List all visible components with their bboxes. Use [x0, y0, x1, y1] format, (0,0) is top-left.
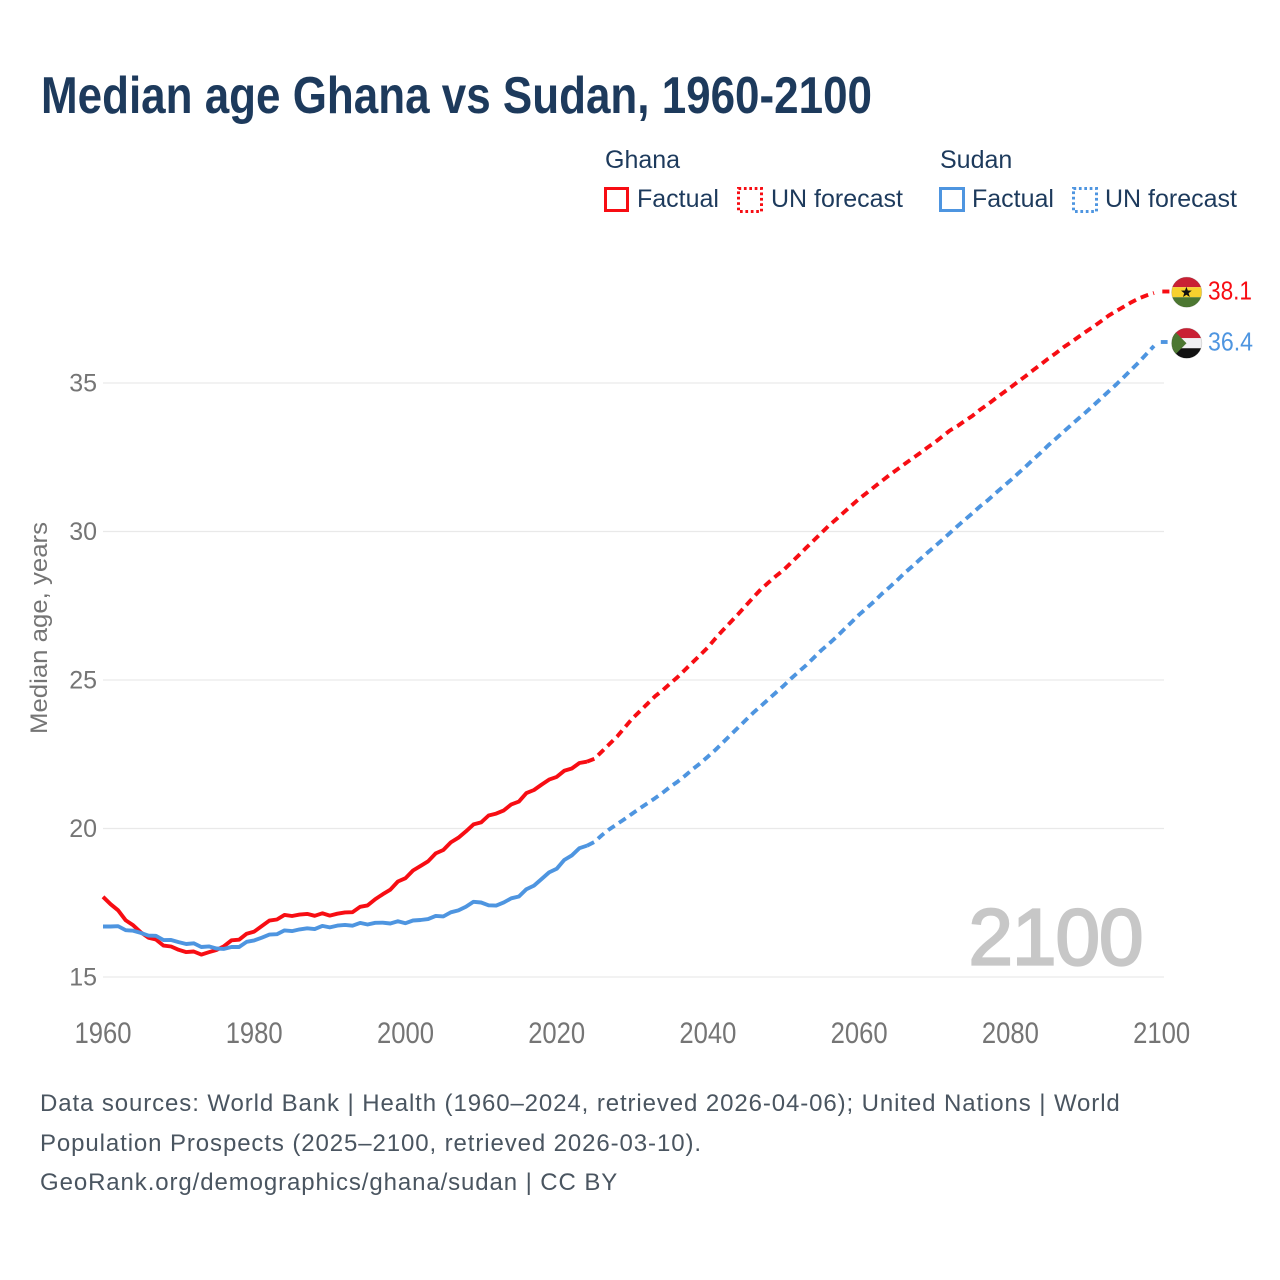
svg-text:Median age Ghana vs Sudan, 196: Median age Ghana vs Sudan, 1960-2100: [41, 67, 872, 125]
svg-text:Median age, years: Median age, years: [26, 522, 53, 734]
svg-text:2080: 2080: [982, 1017, 1039, 1050]
svg-text:2100: 2100: [969, 893, 1143, 982]
svg-text:2000: 2000: [377, 1017, 434, 1050]
svg-text:20: 20: [69, 815, 97, 843]
svg-text:30: 30: [69, 518, 97, 546]
svg-text:2020: 2020: [528, 1017, 585, 1050]
svg-text:2060: 2060: [831, 1017, 888, 1050]
svg-text:15: 15: [69, 964, 97, 992]
svg-text:36.4: 36.4: [1208, 326, 1253, 356]
svg-text:1960: 1960: [75, 1017, 132, 1050]
svg-text:2040: 2040: [679, 1017, 736, 1050]
svg-text:1980: 1980: [226, 1017, 283, 1050]
svg-text:25: 25: [69, 667, 97, 695]
svg-text:38.1: 38.1: [1208, 276, 1252, 306]
svg-text:35: 35: [69, 370, 97, 398]
svg-text:2100: 2100: [1133, 1017, 1190, 1050]
